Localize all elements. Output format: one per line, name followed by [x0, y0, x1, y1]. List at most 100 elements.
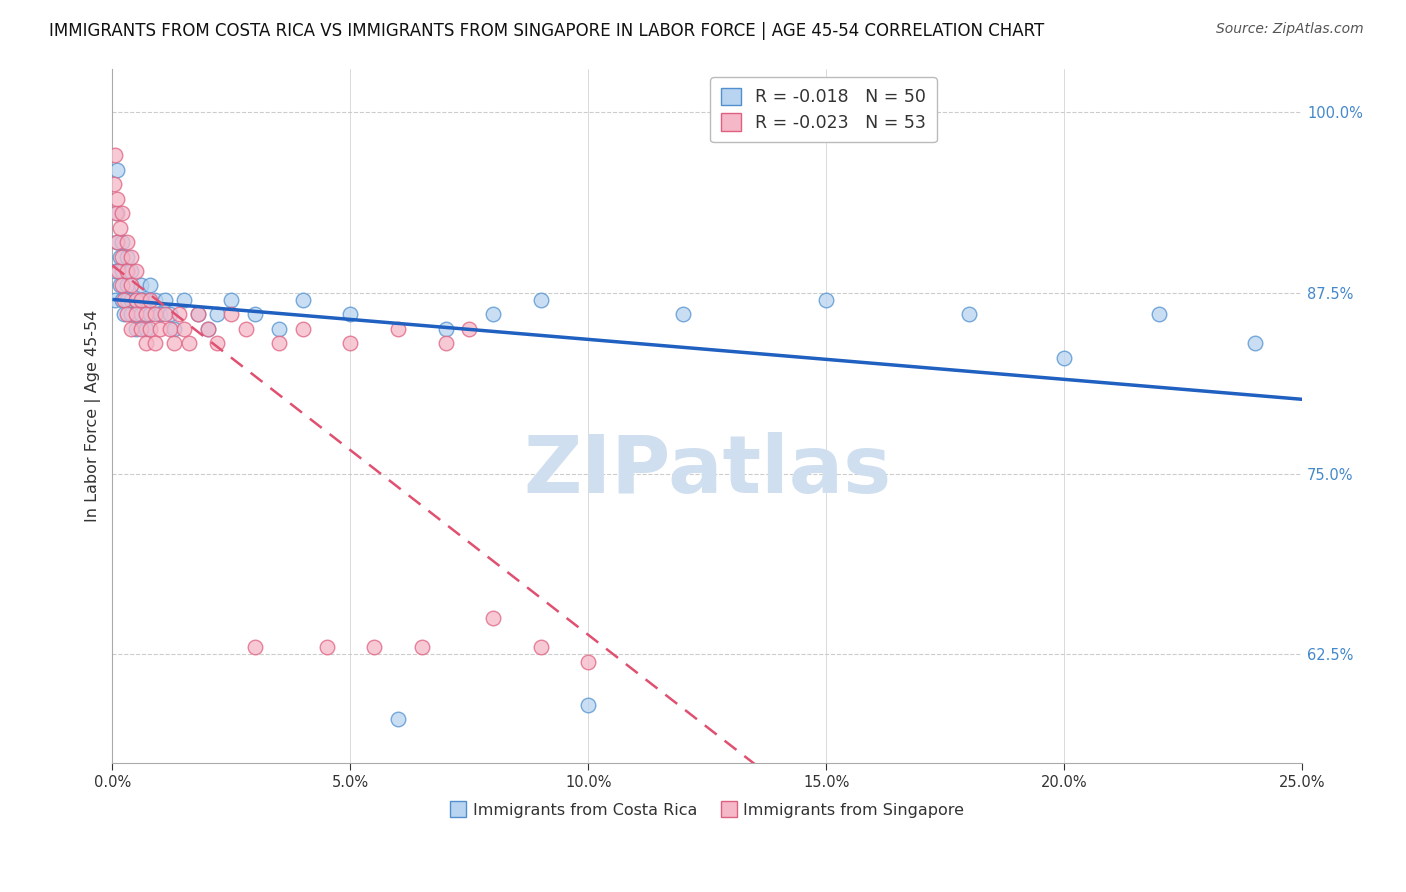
Point: [112, 307, 135, 321]
Legend: Immigrants from Costa Rica, Immigrants from Singapore: Immigrants from Costa Rica, Immigrants f…: [444, 797, 970, 824]
Point: [135, 336, 157, 351]
Point: [112, 293, 135, 307]
Point: [339, 307, 361, 321]
Point: [120, 264, 142, 278]
Point: [221, 307, 243, 321]
Point: [120, 307, 142, 321]
Point: [387, 712, 409, 726]
Point: [115, 293, 138, 307]
Point: [135, 322, 157, 336]
Point: [434, 322, 457, 336]
Point: [197, 322, 219, 336]
Point: [1053, 351, 1076, 365]
Point: [125, 322, 148, 336]
Point: [177, 336, 200, 351]
Point: [139, 322, 162, 336]
Point: [105, 235, 128, 249]
Point: [458, 322, 481, 336]
Text: ZIPatlas: ZIPatlas: [523, 433, 891, 510]
Point: [129, 307, 152, 321]
Point: [205, 307, 228, 321]
Point: [125, 307, 148, 321]
Point: [267, 336, 290, 351]
Point: [434, 336, 457, 351]
Point: [129, 278, 152, 293]
Point: [530, 293, 553, 307]
Point: [120, 250, 142, 264]
Point: [104, 148, 127, 162]
Point: [139, 278, 162, 293]
Point: [173, 322, 195, 336]
Point: [115, 307, 138, 321]
Point: [111, 264, 134, 278]
Point: [111, 206, 134, 220]
Point: [1243, 336, 1265, 351]
Point: [111, 293, 134, 307]
Point: [105, 162, 128, 177]
Point: [135, 307, 157, 321]
Point: [115, 264, 138, 278]
Point: [411, 640, 433, 654]
Point: [104, 293, 127, 307]
Point: [205, 336, 228, 351]
Point: [243, 640, 266, 654]
Point: [187, 307, 209, 321]
Point: [105, 192, 128, 206]
Text: IMMIGRANTS FROM COSTA RICA VS IMMIGRANTS FROM SINGAPORE IN LABOR FORCE | AGE 45-: IMMIGRANTS FROM COSTA RICA VS IMMIGRANTS…: [49, 22, 1045, 40]
Point: [125, 293, 148, 307]
Point: [957, 307, 980, 321]
Point: [159, 322, 181, 336]
Point: [120, 278, 142, 293]
Point: [387, 322, 409, 336]
Point: [173, 293, 195, 307]
Point: [129, 322, 152, 336]
Point: [111, 235, 134, 249]
Point: [143, 307, 166, 321]
Point: [125, 264, 148, 278]
Point: [103, 178, 125, 192]
Point: [107, 264, 129, 278]
Point: [139, 307, 162, 321]
Point: [105, 206, 128, 220]
Text: Source: ZipAtlas.com: Source: ZipAtlas.com: [1216, 22, 1364, 37]
Point: [163, 322, 186, 336]
Point: [163, 336, 186, 351]
Point: [129, 293, 152, 307]
Point: [111, 250, 134, 264]
Point: [115, 278, 138, 293]
Point: [815, 293, 838, 307]
Point: [235, 322, 257, 336]
Point: [291, 322, 314, 336]
Point: [1149, 307, 1171, 321]
Point: [363, 640, 385, 654]
Point: [149, 307, 172, 321]
Point: [120, 322, 142, 336]
Point: [105, 235, 128, 249]
Point: [104, 264, 127, 278]
Point: [135, 293, 157, 307]
Point: [159, 307, 181, 321]
Point: [120, 293, 142, 307]
Point: [576, 655, 599, 669]
Point: [108, 278, 131, 293]
Point: [115, 235, 138, 249]
Point: [530, 640, 553, 654]
Point: [243, 307, 266, 321]
Point: [153, 293, 176, 307]
Point: [291, 293, 314, 307]
Point: [167, 307, 190, 321]
Y-axis label: In Labor Force | Age 45-54: In Labor Force | Age 45-54: [86, 310, 101, 522]
Point: [125, 293, 148, 307]
Point: [576, 698, 599, 712]
Point: [108, 220, 131, 235]
Point: [197, 322, 219, 336]
Point: [143, 336, 166, 351]
Point: [108, 250, 131, 264]
Point: [672, 307, 695, 321]
Point: [187, 307, 209, 321]
Point: [105, 206, 128, 220]
Point: [339, 336, 361, 351]
Point: [153, 307, 176, 321]
Point: [111, 278, 134, 293]
Point: [115, 250, 138, 264]
